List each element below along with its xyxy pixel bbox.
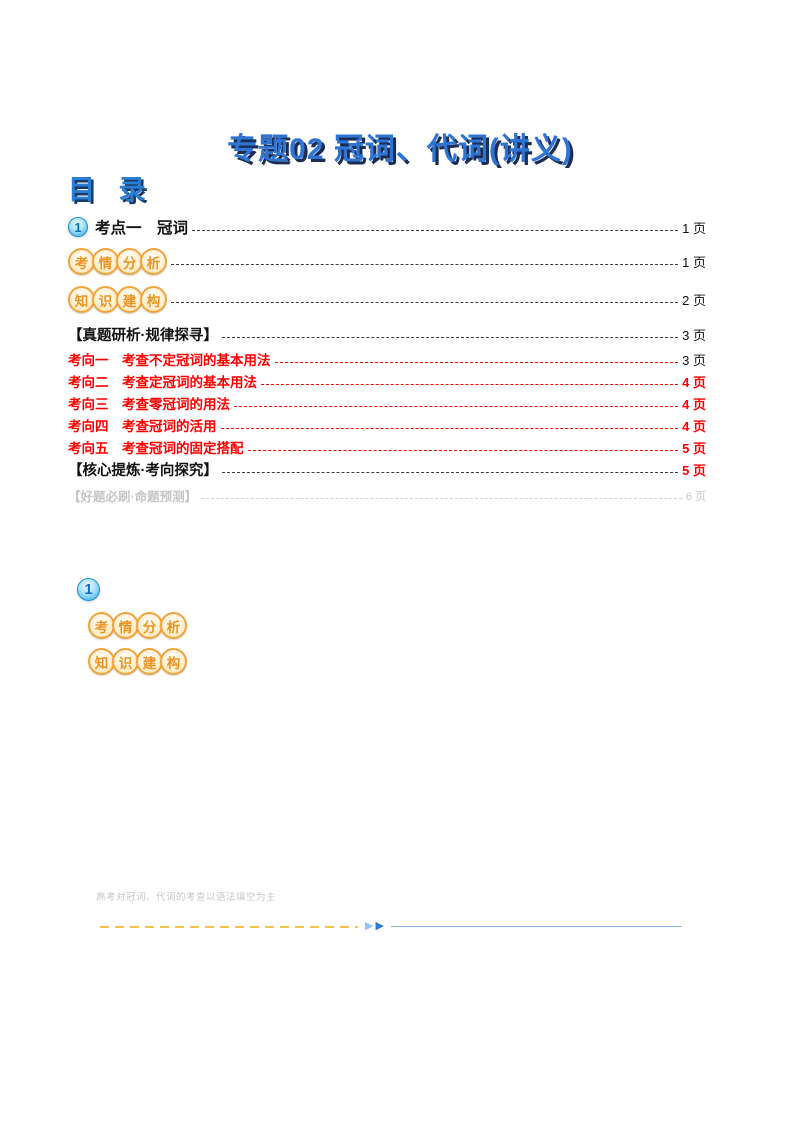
faint-note-text: 高考对冠词、代词的考查以语法填空为主 [96,892,277,903]
badge-char: 分 [136,612,163,639]
toc-row-kaoxiang-4[interactable]: 考向四 考查冠词的活用 4 页 [68,415,706,435]
badge-char: 知 [88,648,115,675]
arrow-right-icon: ▶ [375,920,384,932]
badge-char: 构 [140,286,167,313]
badge-char: 识 [112,648,139,675]
toc-page-number: 4 页 [682,396,706,412]
badge-char: 构 [160,648,187,675]
dotted-leader [261,383,679,385]
badge-char: 情 [92,248,119,275]
badge-char: 识 [92,286,119,313]
dotted-leader [247,449,679,451]
dotted-leader [201,498,682,499]
badge-char: 考 [88,612,115,639]
toc-row-kaoxiang-3[interactable]: 考向三 考查零冠词的用法 4 页 [68,393,706,413]
toc-row-kaoxiang-1[interactable]: 考向一 考查不定冠词的基本用法 3 页 [68,349,706,369]
divider-blue-line [390,925,682,928]
dotted-leader [221,337,679,338]
toc-row-kaoqing-fenxi[interactable]: 考 情 分 析 1 页 [68,248,706,275]
divider-arrows: ▶ ▶ [365,921,384,932]
dotted-leader [274,361,679,363]
toc-row-zhishi-jiangou[interactable]: 知 识 建 构 2 页 [68,286,706,313]
toc-row-hexin-tilian[interactable]: 【核心提炼·考向探究】 5 页 [68,459,706,480]
badge-zhishi-jiangou: 知 识 建 构 [88,648,187,675]
toc-page-number: 5 页 [682,440,706,456]
toc-entry-label: 【真题研析·规律探寻】 [68,328,218,344]
dotted-leader [192,229,679,231]
toc-page-number: 3 页 [682,328,706,343]
dotted-leader [221,472,679,473]
toc-entry-label: 【核心提炼·考向探究】 [68,463,218,479]
toc-page-number: 3 页 [682,352,706,368]
toc-entry-label: 考点一 冠词 [95,220,189,237]
toc-entry-label: 考向五 考查冠词的固定搭配 [68,441,244,456]
toc-entry-label: 考向二 考查定冠词的基本用法 [68,375,257,390]
toc-entry-label: 考向三 考查零冠词的用法 [68,397,230,412]
toc-row-kaoxiang-5[interactable]: 考向五 考查冠词的固定搭配 5 页 [68,437,706,457]
section-number-badge: 1 [68,217,88,237]
badge-kaoqing-fenxi: 考 情 分 析 [88,612,187,639]
badge-char: 建 [116,286,143,313]
toc-entry-label: 【好题必刷·命题预测】 [68,490,198,504]
toc-row-kaoxiang-2[interactable]: 考向二 考查定冠词的基本用法 4 页 [68,371,706,391]
dotted-leader [171,264,679,265]
toc-heading: 目 录 [68,175,154,205]
table-of-contents: 1 考点一 冠词 1 页 考 情 分 析 1 页 知 识 建 构 2 页 [68,216,706,505]
badge-char: 分 [116,248,143,275]
dotted-leader [220,427,679,429]
badge-char: 析 [160,612,187,639]
section-divider: ▶ ▶ [100,921,682,932]
dotted-leader [171,302,679,303]
badge-char: 考 [68,248,95,275]
toc-page-number: 1 页 [682,255,706,270]
toc-page-number: 1 页 [682,220,706,236]
badge-char: 情 [112,612,139,639]
toc-row-zhenti-yanxi[interactable]: 【真题研析·规律探寻】 3 页 [68,324,706,345]
toc-entry-label: 考向一 考查不定冠词的基本用法 [68,353,271,368]
toc-page-number: 2 页 [682,293,706,308]
toc-row-kaodian-1[interactable]: 1 考点一 冠词 1 页 [68,216,706,238]
toc-page-number: 4 页 [682,374,706,390]
arrow-right-icon: ▶ [365,920,374,932]
toc-page-number: 6 页 [685,490,706,503]
section-number-badge: 1 [77,578,100,601]
badge-char: 析 [140,248,167,275]
page-title: 专题02 冠词、代词(讲义) [227,133,573,166]
dotted-leader [234,405,679,407]
toc-page-number: 5 页 [682,463,706,478]
toc-entry-label: 考向四 考查冠词的活用 [68,419,217,434]
toc-row-haoti-bishua[interactable]: 【好题必刷·命题预测】 6 页 [68,486,706,505]
badge-char: 建 [136,648,163,675]
toc-page-number: 4 页 [682,418,706,434]
badge-zhishi-jiangou: 知 识 建 构 [68,286,167,313]
badge-kaoqing-fenxi: 考 情 分 析 [68,248,167,275]
divider-gold-dashes [100,925,358,928]
badge-char: 知 [68,286,95,313]
